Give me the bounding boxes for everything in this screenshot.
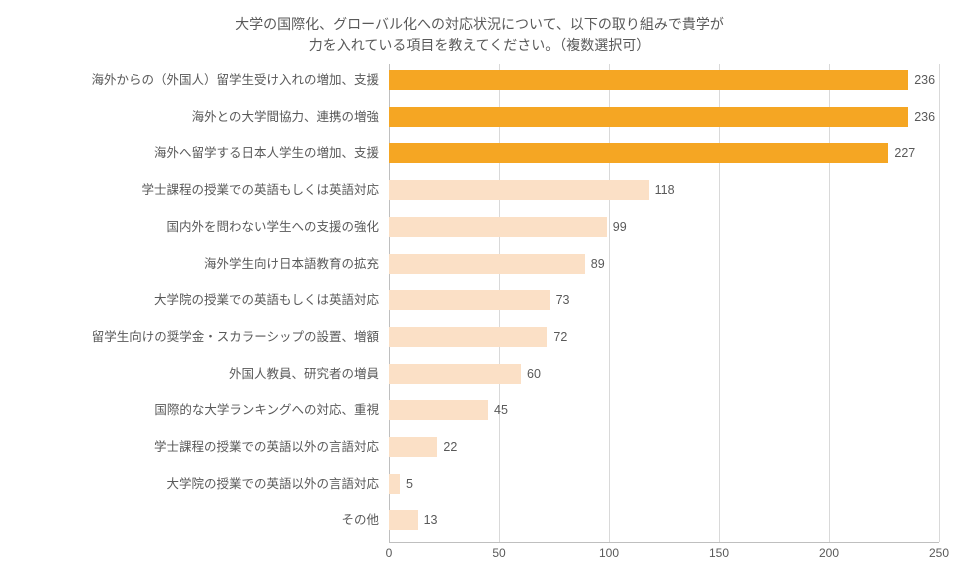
bar-category-label: 学士課程の授業での英語以外の言語対応 — [154, 437, 379, 457]
bar-value-label: 118 — [649, 180, 675, 200]
x-tick-label: 100 — [599, 546, 619, 560]
bar — [389, 327, 547, 347]
chart-plot-area: 050100150200250海外からの（外国人）留学生受け入れの増加、支援23… — [389, 64, 939, 542]
bar — [389, 290, 550, 310]
bar — [389, 364, 521, 384]
bar — [389, 437, 437, 457]
bar-value-label: 60 — [521, 364, 541, 384]
chart-title-line2: 力を入れている項目を教えてください。（複数選択可） — [0, 35, 959, 56]
gridline — [609, 64, 610, 542]
bar-category-label: 外国人教員、研究者の増員 — [229, 364, 379, 384]
bar-category-label: 国際的な大学ランキングへの対応、重視 — [154, 400, 379, 420]
bar — [389, 180, 649, 200]
bar-category-label: 大学院の授業での英語以外の言語対応 — [166, 474, 379, 494]
bar-category-label: 海外へ留学する日本人学生の増加、支援 — [154, 143, 379, 163]
bar — [389, 400, 488, 420]
bar-value-label: 13 — [418, 510, 438, 530]
bar-category-label: 海外との大学間協力、連携の増強 — [192, 107, 379, 127]
bar-value-label: 73 — [550, 290, 570, 310]
x-tick-label: 250 — [929, 546, 949, 560]
bar-category-label: その他 — [341, 510, 379, 530]
bar-value-label: 227 — [888, 143, 915, 163]
gridline — [719, 64, 720, 542]
bar-category-label: 留学生向けの奨学金・スカラーシップの設置、増額 — [92, 327, 379, 347]
bar — [389, 510, 418, 530]
chart-title: 大学の国際化、グローバル化への対応状況について、以下の取り組みで貴学が 力を入れ… — [0, 0, 959, 64]
bar-category-label: 国内外を問わない学生への支援の強化 — [166, 217, 379, 237]
bar-category-label: 学士課程の授業での英語もしくは英語対応 — [141, 180, 379, 200]
x-tick-label: 0 — [386, 546, 393, 560]
gridline — [939, 64, 940, 542]
bar-value-label: 236 — [908, 70, 935, 90]
bar — [389, 217, 607, 237]
x-tick-label: 150 — [709, 546, 729, 560]
bar-category-label: 大学院の授業での英語もしくは英語対応 — [154, 290, 379, 310]
bar-value-label: 45 — [488, 400, 508, 420]
x-axis — [389, 542, 939, 543]
bar-category-label: 海外学生向け日本語教育の拡充 — [204, 254, 379, 274]
bar-value-label: 5 — [400, 474, 413, 494]
bar-value-label: 89 — [585, 254, 605, 274]
bar-value-label: 99 — [607, 217, 627, 237]
bar — [389, 70, 908, 90]
bar — [389, 107, 908, 127]
gridline — [829, 64, 830, 542]
bar-value-label: 236 — [908, 107, 935, 127]
bar — [389, 474, 400, 494]
chart-title-line1: 大学の国際化、グローバル化への対応状況について、以下の取り組みで貴学が — [0, 14, 959, 35]
bar-category-label: 海外からの（外国人）留学生受け入れの増加、支援 — [91, 70, 379, 90]
bar — [389, 254, 585, 274]
x-tick-label: 200 — [819, 546, 839, 560]
bar — [389, 143, 888, 163]
bar-value-label: 72 — [547, 327, 567, 347]
x-tick-label: 50 — [492, 546, 505, 560]
bar-value-label: 22 — [437, 437, 457, 457]
